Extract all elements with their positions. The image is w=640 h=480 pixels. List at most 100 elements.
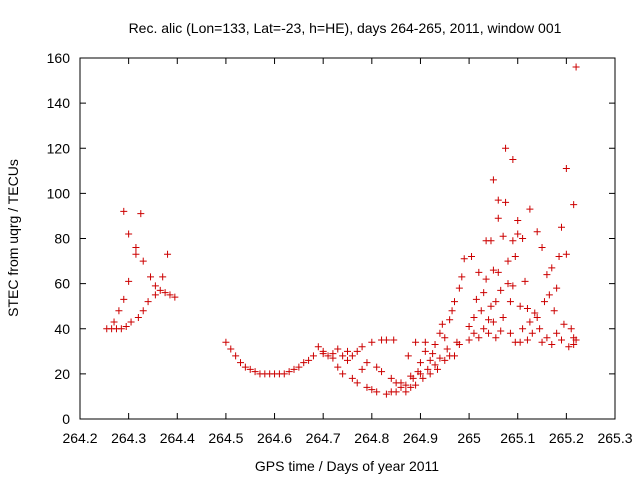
data-point — [368, 338, 376, 346]
data-point — [397, 379, 405, 387]
data-point — [412, 338, 420, 346]
data-point — [416, 370, 424, 378]
data-point — [353, 379, 361, 387]
data-point — [455, 341, 463, 349]
data-point — [285, 368, 293, 376]
data-point — [548, 341, 556, 349]
data-point — [431, 361, 439, 369]
chart-title: Rec. alic (Lon=133, Lat=-23, h=HE), days… — [129, 20, 562, 36]
data-point — [509, 156, 517, 164]
data-point — [363, 383, 371, 391]
data-point — [494, 268, 502, 276]
data-point — [134, 313, 142, 321]
data-point — [558, 223, 565, 231]
data-point — [407, 383, 415, 391]
data-point — [455, 284, 463, 292]
data-point — [465, 336, 473, 344]
data-point — [132, 244, 140, 252]
data-point — [382, 390, 390, 398]
data-point — [251, 368, 259, 376]
y-tick-label: 40 — [54, 321, 70, 337]
x-tick-label: 264.6 — [257, 430, 292, 446]
data-point — [516, 302, 524, 310]
y-tick-label: 120 — [47, 140, 71, 156]
data-point — [470, 313, 478, 321]
data-point — [424, 365, 432, 373]
data-point — [533, 228, 541, 236]
data-point — [514, 230, 522, 238]
data-point — [436, 329, 444, 337]
data-point — [465, 322, 473, 330]
data-point — [480, 325, 488, 333]
y-tick-label: 60 — [54, 276, 70, 292]
x-tick-label: 264.5 — [208, 430, 243, 446]
data-point — [538, 338, 546, 346]
data-point — [392, 388, 400, 396]
data-point — [519, 325, 527, 333]
data-point — [120, 207, 128, 215]
data-point — [436, 354, 444, 362]
data-point — [560, 320, 568, 328]
data-point — [339, 352, 347, 360]
data-point — [548, 264, 556, 272]
data-point — [122, 322, 130, 330]
data-point — [506, 329, 514, 337]
data-point — [125, 277, 133, 285]
data-point — [280, 370, 288, 378]
data-point — [441, 334, 449, 342]
data-point — [429, 350, 437, 358]
plot-frame — [79, 57, 616, 420]
data-point — [489, 266, 497, 274]
data-point — [558, 336, 565, 344]
y-axis-label: STEC from uqrg / TECUs — [5, 159, 21, 317]
data-point — [504, 280, 512, 288]
data-point — [504, 257, 512, 265]
data-point — [382, 336, 390, 344]
data-point — [472, 295, 480, 303]
data-point — [416, 359, 424, 367]
data-point — [132, 250, 140, 258]
data-point — [451, 352, 458, 360]
data-point — [426, 356, 434, 364]
data-point — [572, 336, 580, 344]
data-point — [543, 334, 551, 342]
data-point — [441, 356, 449, 364]
data-point — [137, 210, 145, 218]
data-point — [514, 216, 522, 224]
data-point — [390, 336, 398, 344]
data-point — [499, 232, 507, 240]
x-axis-label: GPS time / Days of year 2011 — [255, 458, 439, 474]
data-point — [572, 63, 580, 71]
data-point — [295, 363, 303, 371]
data-point — [358, 365, 366, 373]
data-point — [519, 235, 527, 242]
data-point — [151, 291, 159, 299]
data-point — [117, 325, 125, 333]
data-point — [334, 363, 342, 371]
data-point — [353, 347, 361, 355]
data-point — [475, 268, 483, 276]
data-point — [300, 359, 308, 367]
x-tick-label: 264.2 — [62, 430, 97, 446]
data-point — [115, 307, 123, 315]
data-point — [485, 329, 493, 337]
data-point — [555, 253, 563, 261]
data-point — [159, 273, 167, 281]
data-point — [348, 352, 356, 360]
x-tick-label: 265.3 — [597, 430, 632, 446]
data-point — [329, 354, 337, 362]
data-point — [570, 341, 578, 349]
data-point — [348, 374, 356, 382]
y-tick-label: 160 — [47, 50, 71, 66]
data-point — [344, 347, 351, 355]
data-point — [421, 347, 429, 355]
x-tick-label: 264.9 — [403, 430, 438, 446]
data-point — [438, 320, 446, 328]
data-point — [161, 289, 169, 297]
x-tick-label: 264.7 — [306, 430, 341, 446]
data-point — [497, 327, 505, 335]
data-point — [404, 352, 412, 360]
data-point — [237, 359, 244, 367]
data-point — [523, 304, 531, 312]
data-point — [482, 275, 490, 283]
